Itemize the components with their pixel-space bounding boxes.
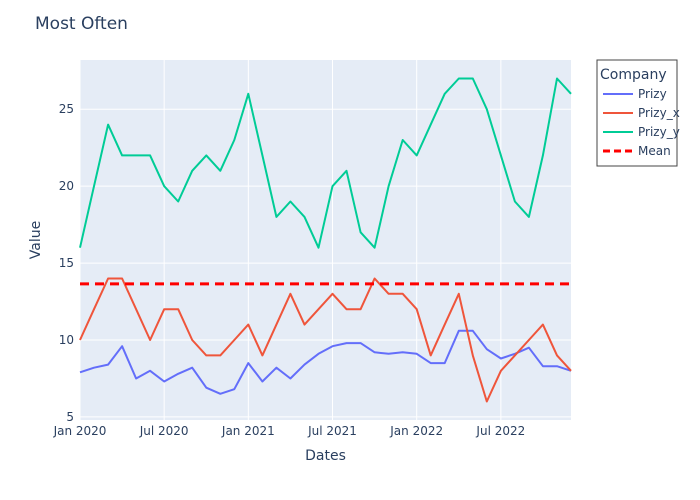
legend-label-prizy-x: Prizy_x <box>638 106 680 120</box>
y-tick-label: 10 <box>59 333 74 347</box>
chart-title: Most Often <box>35 14 128 34</box>
legend-label-prizy: Prizy <box>638 87 667 101</box>
x-tick-label: Jul 2020 <box>139 424 189 438</box>
series-line-prizy <box>79 329 572 395</box>
x-axis-title: Dates <box>305 448 346 464</box>
x-tick-label: Jan 2021 <box>221 424 275 438</box>
legend-title: Company <box>600 67 667 83</box>
legend-label-mean: Mean <box>638 144 671 158</box>
gridlines <box>79 60 571 420</box>
x-tick-label: Jan 2022 <box>389 424 443 438</box>
plot-area <box>80 60 571 420</box>
y-tick-label: 20 <box>59 179 74 193</box>
x-axis-ticks: Jan 2020 Jul 2020 Jan 2021 Jul 2021 Jan 2022… <box>53 424 526 438</box>
legend: Company Prizy Prizy_x Prizy_y Mean <box>596 59 680 167</box>
y-axis-ticks: 5 10 15 20 25 <box>59 102 74 424</box>
y-tick-label: 25 <box>59 102 74 116</box>
series-lines <box>79 77 572 403</box>
x-tick-label: Jul 2021 <box>307 424 357 438</box>
x-tick-label: Jul 2022 <box>475 424 525 438</box>
y-axis-title: Value <box>28 221 44 259</box>
y-tick-label: 15 <box>59 256 74 270</box>
series-line-prizy-x <box>79 277 572 403</box>
y-tick-label: 5 <box>66 410 74 424</box>
legend-label-prizy-y: Prizy_y <box>638 125 680 139</box>
x-tick-label: Jan 2020 <box>53 424 107 438</box>
series-line-prizy-y <box>79 77 572 249</box>
